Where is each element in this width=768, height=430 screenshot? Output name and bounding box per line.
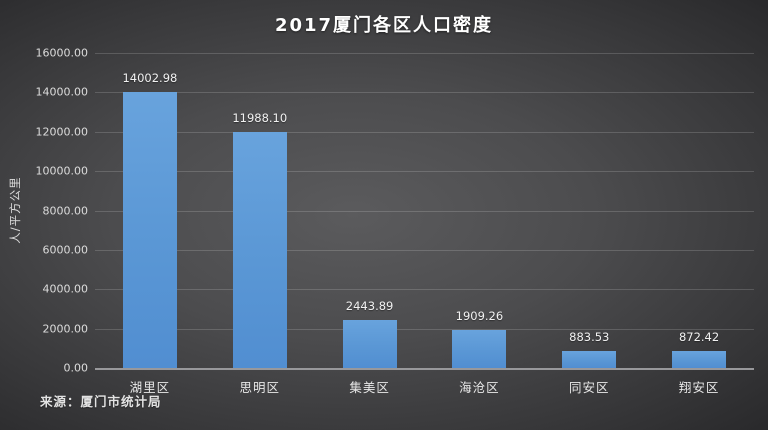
bar (342, 319, 397, 368)
y-tick-label: 10000.00 (35, 164, 89, 178)
bar-value-label: 872.42 (678, 329, 720, 344)
bar (562, 350, 617, 368)
chart-title: 2017厦门各区人口密度 (274, 15, 494, 36)
gridline (95, 210, 754, 212)
y-tick-label: 2000.00 (42, 322, 89, 336)
y-tick-label: 0.00 (63, 361, 89, 375)
bar-value-label: 11988.10 (232, 110, 288, 125)
y-tick-label: 4000.00 (42, 282, 89, 296)
gridline (95, 328, 754, 330)
x-tick-label: 湖里区 (129, 380, 171, 395)
x-tick-label: 集美区 (349, 380, 390, 395)
gridline (95, 131, 754, 133)
bar (122, 92, 177, 368)
source-note: 来源：厦门市统计局 (40, 394, 162, 409)
bar (452, 330, 507, 368)
gridline (95, 171, 754, 173)
x-tick-label: 翔安区 (678, 380, 720, 395)
plot-area: 0.00 2000.00 4000.00 6000.00 8000.00 10000.00… (36, 47, 754, 395)
x-tick-label: 思明区 (239, 380, 281, 395)
x-tick-label: 同安区 (568, 380, 610, 395)
bar-value-label: 14002.98 (122, 71, 178, 86)
y-tick-label: 16000.00 (35, 46, 89, 60)
gridline (95, 249, 754, 251)
gridline (95, 53, 754, 54)
bar-value-label: 1909.26 (455, 309, 504, 324)
bar-value-label: 883.53 (569, 329, 610, 344)
x-tick-label: 海沧区 (459, 380, 500, 395)
bar-value-label: 2443.89 (345, 298, 394, 313)
y-tick-label: 12000.00 (35, 125, 89, 139)
gridline (95, 289, 754, 291)
gridline (95, 92, 754, 94)
bar (672, 350, 727, 368)
y-tick-label: 8000.00 (42, 204, 89, 217)
y-tick-label: 6000.00 (42, 243, 89, 257)
bar (232, 131, 287, 368)
y-axis-title: 人/平方公里 (8, 176, 22, 244)
y-tick-label: 14000.00 (35, 85, 89, 99)
